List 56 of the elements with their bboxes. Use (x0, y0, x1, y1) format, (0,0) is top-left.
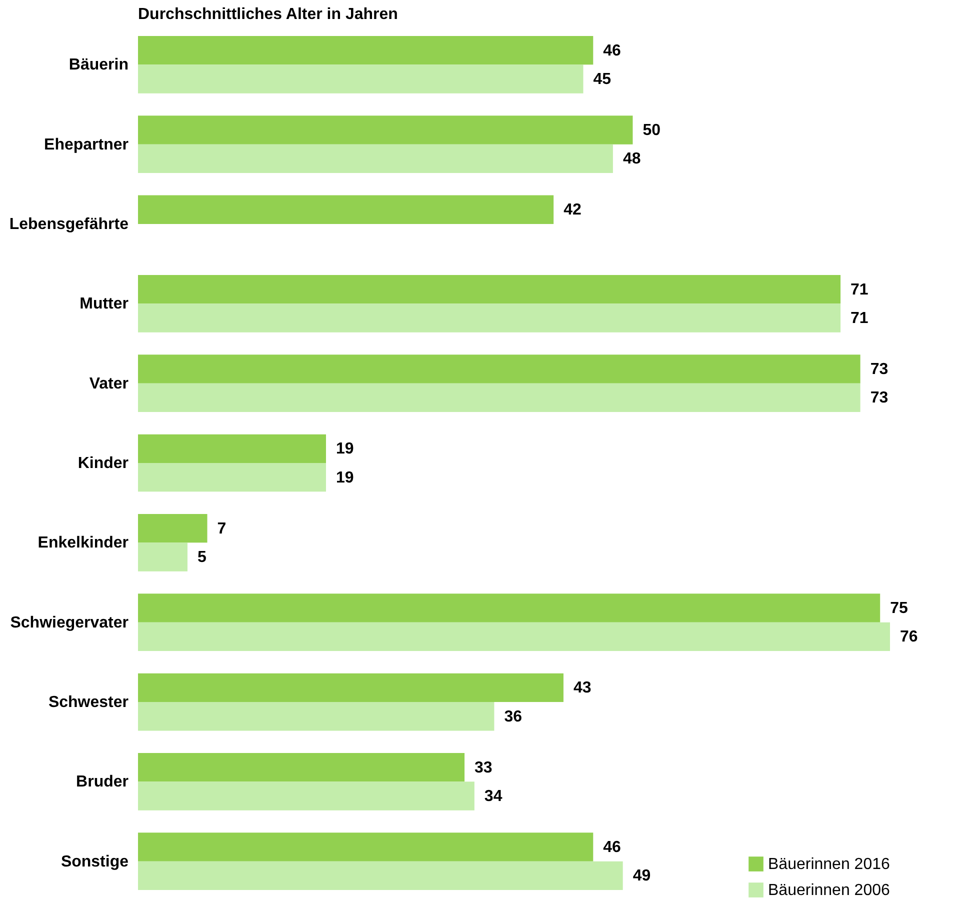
y-tick-label: Lebensgefährte (9, 216, 129, 233)
y-tick-label: Mutter (80, 296, 128, 313)
bar (138, 514, 208, 543)
legend-label: Bäuerinnen 2006 (768, 882, 890, 899)
data-label: 5 (197, 549, 206, 566)
data-label: 73 (870, 390, 888, 407)
y-tick-label: Schwester (48, 694, 128, 712)
data-label: 19 (336, 440, 354, 458)
data-label: 76 (900, 628, 918, 646)
bar (138, 274, 841, 304)
data-label: 71 (850, 281, 868, 298)
bar (138, 144, 613, 173)
bar (138, 354, 860, 384)
y-tick-label: Ehepartner (44, 136, 128, 154)
bar (138, 753, 465, 782)
y-tick-label: Bruder (76, 774, 128, 791)
data-label: 19 (336, 469, 354, 486)
bar (138, 304, 841, 332)
data-label: 45 (593, 70, 612, 88)
data-label: 50 (642, 122, 661, 139)
data-label: 46 (603, 839, 622, 856)
bar (138, 64, 584, 94)
data-label: 75 (890, 600, 908, 617)
data-label: 43 (573, 680, 592, 697)
y-tick-label: Kinder (78, 455, 128, 472)
bar (138, 702, 494, 731)
bar (138, 782, 474, 810)
data-label: 48 (622, 150, 641, 168)
data-label: 33 (474, 759, 492, 776)
bar (138, 832, 594, 862)
bar (138, 434, 326, 463)
y-tick-label: Enkelkinder (38, 534, 128, 552)
chart-title: Durchschnittliches Alter in Jahren (138, 6, 398, 23)
bar (138, 861, 623, 890)
y-tick-label: Bäuerin (68, 56, 128, 74)
bar (138, 673, 564, 702)
bar (138, 594, 880, 622)
bar (138, 383, 860, 412)
bar (138, 36, 594, 65)
data-label: 36 (504, 708, 522, 726)
y-tick-label: Schwiegervater (10, 614, 128, 632)
data-label: 49 (632, 868, 651, 885)
bar (138, 116, 633, 144)
y-tick-label: Vater (89, 375, 128, 392)
bar (138, 195, 554, 224)
data-label: 34 (484, 788, 502, 806)
legend-label: Bäuerinnen 2016 (768, 856, 890, 873)
data-label: 73 (870, 360, 888, 378)
data-label: 7 (217, 520, 226, 538)
data-label: 42 (564, 202, 582, 219)
bar (138, 463, 326, 492)
data-label: 71 (850, 310, 868, 327)
bar (138, 542, 188, 572)
bar (138, 622, 890, 652)
data-label: 46 (603, 42, 622, 60)
y-tick-label: Sonstige (60, 853, 129, 870)
